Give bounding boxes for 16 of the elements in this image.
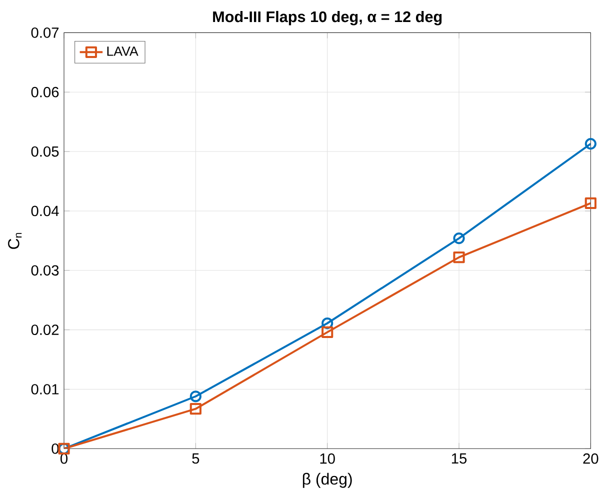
y-tick-label: 0.06 — [31, 86, 59, 98]
y-tick-label: 0.05 — [31, 146, 59, 157]
x-tick-label: 10 — [320, 453, 335, 464]
y-tick-label: 0 — [52, 443, 59, 454]
y-tick-label: 0.04 — [31, 206, 59, 216]
y-tick-label: 0.02 — [31, 324, 59, 336]
x-tick-label: 5 — [192, 453, 200, 464]
y-axis-title: C$_{n}$ — [8, 232, 22, 249]
x-tick-label: 20 — [583, 453, 598, 464]
y-tick-label: 0.03 — [31, 265, 59, 276]
x-tick-label: 15 — [452, 453, 467, 464]
legend-label: LAVA — [107, 46, 138, 56]
y-tick-label: 0.01 — [31, 384, 59, 394]
y-tick-label: 0.07 — [31, 27, 59, 38]
x-axis-title: β (deg) — [302, 472, 352, 488]
chart-title: Mod-III Flaps 10 deg, α = 12 deg — [213, 10, 442, 26]
